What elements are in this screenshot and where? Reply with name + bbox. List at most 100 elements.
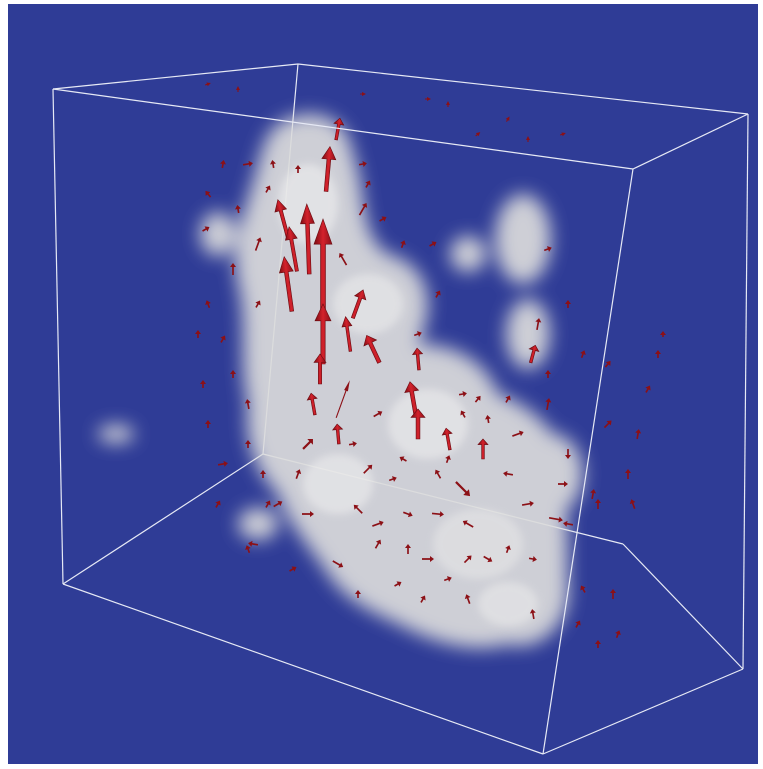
vector-arrow [505,545,511,554]
vector-arrow [341,316,353,352]
vector-arrow [358,161,367,167]
vector-arrow [331,423,344,445]
vector-arrow [202,226,210,232]
vector-arrow [629,499,636,509]
vector-arrow [350,289,367,320]
vector-arrow [335,380,350,418]
vector-arrow [405,544,411,554]
vector-arrow [558,481,568,487]
vector-arrow [563,520,574,527]
vector-arrow [365,180,371,188]
vector-arrow [358,202,368,216]
vector-arrow [660,331,666,337]
vector-arrow [302,439,313,450]
vector-arrow [195,330,201,338]
vector-arrow [217,460,228,467]
vector-arrow [595,499,601,509]
vector-arrow [462,520,474,528]
vector-arrow [528,344,540,364]
vector-arrow [220,160,226,169]
vector-arrow [244,399,251,410]
vector-arrow [295,469,302,479]
vector-arrow [477,438,489,460]
vector-arrow [363,334,382,364]
vector-arrow [270,160,276,169]
vector-arrow [278,256,295,312]
vector-arrow [235,205,241,214]
vector-arrow [245,545,251,554]
vector-arrow [388,476,397,482]
vector-arrow [215,500,221,508]
vector-arrow [205,300,211,309]
vector-arrow [236,86,240,92]
vector-arrow [313,353,327,385]
vector-arrow [265,185,271,193]
vector-arrow [255,300,261,308]
vector-arrow [625,469,631,479]
vector-arrow [254,237,262,251]
vector-arrow [400,240,406,249]
vector-arrow [379,216,387,222]
vector-arrow [445,455,451,464]
vector-arrow [604,360,611,368]
vector-arrow [373,410,383,418]
vector-arrow [575,620,581,628]
vector-arrow [580,350,586,359]
vector-arrow [615,630,621,639]
vector-arrow [332,560,344,568]
vector-arrow [565,300,571,308]
vector-arrow [603,420,612,429]
bounding-box-front-edges [52,63,749,755]
vector-arrow [425,97,431,101]
vector-field-arrows [195,82,666,648]
vector-arrow [420,595,426,603]
vector-arrow [475,132,481,137]
vector-arrow [410,408,426,440]
vector-arrow [302,511,314,517]
vector-arrow [545,398,552,411]
vector-arrow [441,427,453,451]
vector-arrow [474,395,481,403]
density-cloud-highlights [278,164,538,626]
vector-arrow [526,136,530,142]
vector-arrow [645,385,651,393]
vector-arrow [483,555,493,563]
vector-arrow [464,594,471,604]
vector-arrow [595,640,601,648]
vector-arrow [434,469,442,479]
vector-arrow [443,576,452,582]
vector-arrow [455,481,471,497]
vector-arrow [529,609,536,620]
vector-arrow [360,92,366,96]
vector-arrow [635,429,642,440]
vector-arrow [374,539,382,549]
vector-arrow [265,500,271,508]
vector-arrow [463,555,472,564]
vector-arrow [289,566,297,572]
vector-arrow [460,410,466,418]
vector-arrow [204,82,211,87]
vector-arrow [363,464,373,474]
vector-arrow [248,540,259,547]
vector-arrow [230,370,236,378]
vector-arrow [485,415,491,424]
vector-arrow [431,511,444,518]
vector-arrow [284,226,299,272]
vector-arrow [355,590,361,598]
vector-arrow [230,263,236,275]
vector-arrow [348,441,357,447]
vector-arrow [503,470,514,477]
vector-arrow [353,504,363,514]
vector-arrow [242,160,253,167]
vector-arrow [458,391,467,397]
vector-arrow [429,241,437,247]
vector-arrow [413,331,422,337]
volume-render-viewport[interactable] [8,4,758,764]
vector-arrow [321,145,337,192]
vector-arrow [535,318,542,331]
volume-render-scene [8,4,758,764]
vector-arrow [610,589,616,599]
vector-arrow [245,440,251,448]
vector-arrow [205,420,211,428]
vector-arrow [590,489,597,500]
